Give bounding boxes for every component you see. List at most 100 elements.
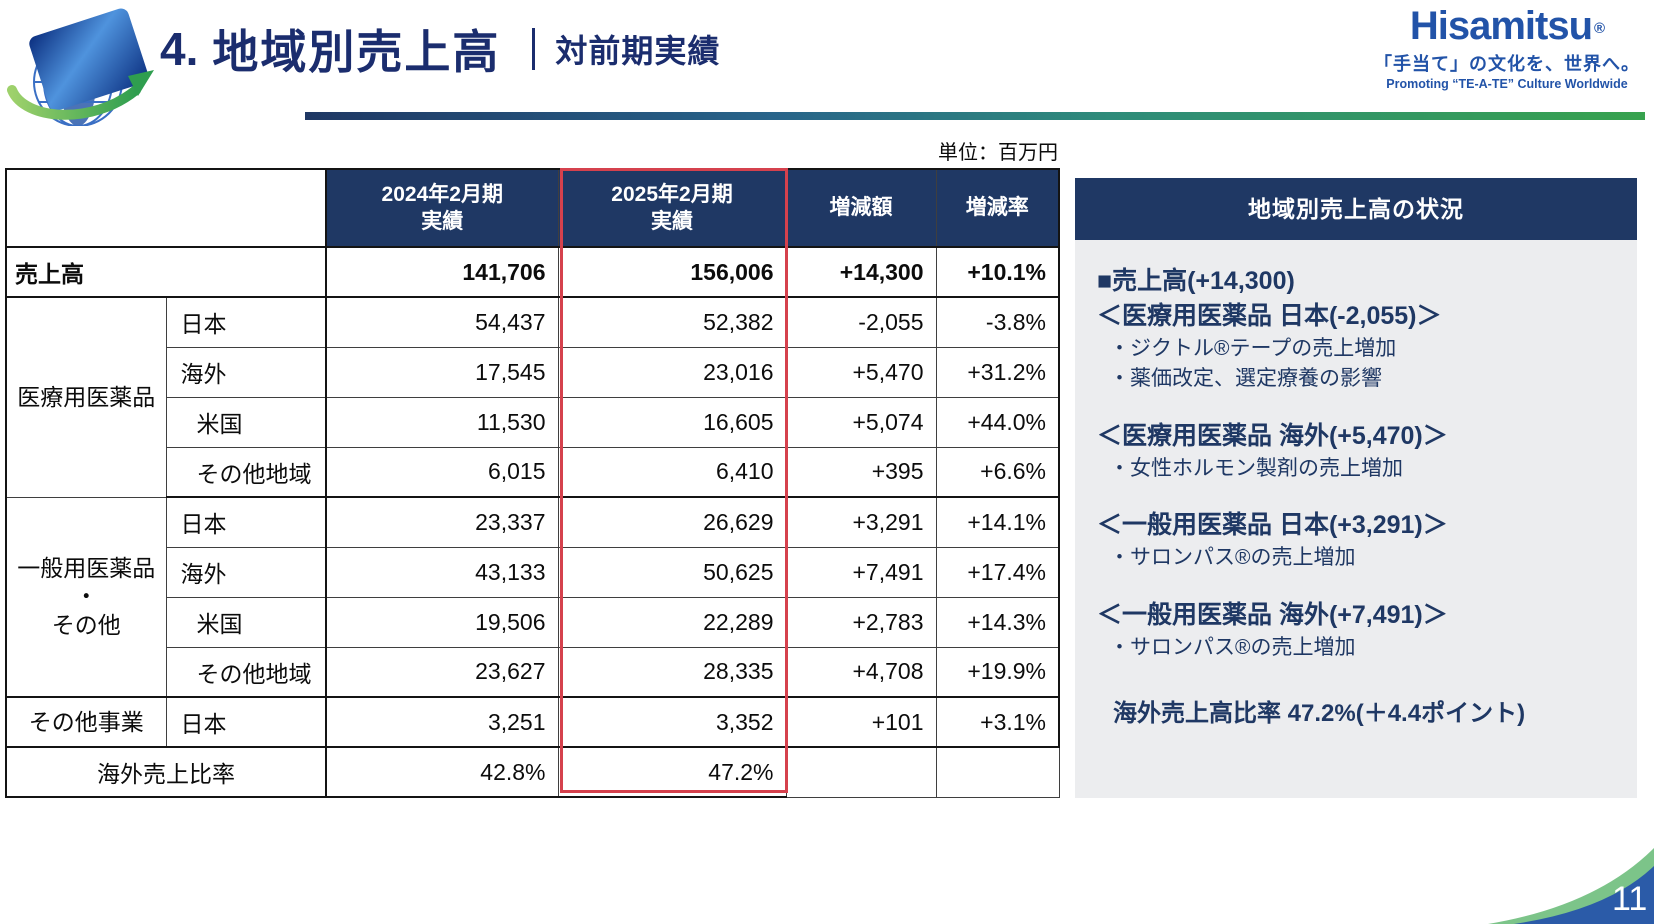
- region-label: 日本: [165, 296, 327, 348]
- cell-rate: -3.8%: [935, 296, 1060, 348]
- overseas-ratio-row: 海外売上比率 42.8% 47.2%: [5, 746, 1060, 798]
- cell-v2024: 54,437: [325, 296, 559, 348]
- cell-v2025: 52,382: [557, 296, 787, 348]
- registered-mark: ®: [1594, 20, 1605, 37]
- summary-panel-body: ■売上高(+14,300) ＜医療用医薬品 日本(-2,055)＞ ・ジクトル®…: [1075, 240, 1637, 798]
- group-label-otc-line3: その他: [51, 612, 121, 639]
- cell-v2024: 17,545: [325, 346, 559, 398]
- cell-rate: +6.6%: [935, 446, 1060, 498]
- overseas-ratio-note: 海外売上高比率 47.2%(＋4.4ポイント): [1113, 700, 1526, 728]
- region-label: 海外: [165, 346, 327, 398]
- empty-cell: [935, 746, 1060, 798]
- summary-heading: ■売上高(+14,300): [1097, 267, 1295, 295]
- col-header-fy2025-line1: 2025年2月期: [611, 182, 733, 206]
- cell-rate: +14.3%: [935, 596, 1060, 648]
- cell-v2024: 19,506: [325, 596, 559, 648]
- cell-v2025: 23,016: [557, 346, 787, 398]
- cell-rate: +14.1%: [935, 496, 1060, 548]
- page-corner-decoration: 11: [1488, 848, 1654, 924]
- regional-sales-table: 2024年2月期 実績 2025年2月期 実績 増減額 増減率 売上高 141,…: [5, 168, 1060, 798]
- cell-diff: +101: [785, 696, 937, 748]
- slide-title-number: 4.: [160, 23, 199, 75]
- cell-rate: +31.2%: [935, 346, 1060, 398]
- cell-v2025: 22,289: [557, 596, 787, 648]
- cell-diff: -2,055: [785, 296, 937, 348]
- corner-cell: [5, 168, 327, 248]
- region-label: 米国: [165, 396, 327, 448]
- brand-tagline-en: Promoting “TE-A-TE” Culture Worldwide: [1386, 77, 1628, 91]
- cell-v2025: 50,625: [557, 546, 787, 598]
- cell-rate: +3.1%: [935, 696, 1060, 748]
- col-header-fy2024-line2: 実績: [421, 210, 464, 233]
- company-globe-logo: [7, 8, 154, 126]
- region-label: 米国: [165, 596, 327, 648]
- col-header-fy2025-line2: 実績: [651, 210, 693, 233]
- summary-heading: ＜一般用医薬品 日本(+3,291)＞: [1097, 511, 1448, 540]
- cell-diff: +4,708: [785, 646, 937, 698]
- group-label-rx: 医療用医薬品: [5, 296, 167, 498]
- table-row: 海外 43,133 50,625 +7,491 +17.4%: [6, 546, 1060, 598]
- region-label: 海外: [165, 546, 327, 598]
- col-header-fy2025: 2025年2月期 実績: [557, 168, 787, 248]
- total-v2025: 156,006: [557, 246, 787, 298]
- total-label: 売上高: [5, 246, 327, 298]
- group-label-otc-line1: 一般用医薬品: [17, 554, 156, 581]
- ratio-v2025: 47.2%: [557, 746, 787, 798]
- ratio-v2024: 42.8%: [325, 746, 559, 798]
- table-row: その他地域 6,015 6,410 +395 +6.6%: [6, 446, 1060, 498]
- table-row: 米国 19,506 22,289 +2,783 +14.3%: [6, 596, 1060, 648]
- brand-tagline-jp: 「手当て」の文化を、世界へ。: [1374, 54, 1640, 74]
- col-header-fy2024-line1: 2024年2月期: [381, 182, 503, 206]
- cell-v2025: 6,410: [557, 446, 787, 498]
- region-label: その他地域: [165, 446, 327, 498]
- col-header-diff: 増減額: [785, 168, 937, 248]
- table-row: 医療用医薬品 日本 54,437 52,382 -2,055 -3.8%: [5, 296, 1060, 498]
- group-label-otc-line2: ・: [74, 583, 98, 610]
- summary-bullet: ・薬価改定、選定療養の影響: [1109, 367, 1382, 391]
- cell-diff: +3,291: [785, 496, 937, 548]
- hisamitsu-logo: Hisamitsu ® 「手当て」の文化を、世界へ。 Promoting “TE-…: [1374, 6, 1640, 91]
- summary-bullet: ・サロンパス®の売上増加: [1109, 546, 1356, 570]
- cell-v2024: 43,133: [325, 546, 559, 598]
- col-header-fy2024: 2024年2月期 実績: [325, 168, 559, 248]
- corner-blue-fill: [1514, 866, 1654, 924]
- patch-icon: [29, 8, 149, 111]
- table-header-row: 2024年2月期 実績 2025年2月期 実績 増減額 増減率: [5, 168, 1060, 248]
- cell-v2024: 23,627: [325, 646, 559, 698]
- cell-diff: +5,074: [785, 396, 937, 448]
- table-row: 海外 17,545 23,016 +5,470 +31.2%: [6, 346, 1060, 398]
- cell-v2025: 28,335: [557, 646, 787, 698]
- summary-heading: ＜医療用医薬品 日本(-2,055)＞: [1097, 302, 1442, 330]
- slide-title-block: 4. 地域別売上高 対前期実績: [160, 16, 720, 82]
- group-label-otc: 一般用医薬品 ・ その他: [5, 496, 167, 698]
- page-number: 11: [1612, 880, 1647, 918]
- summary-panel-title: 地域別売上高の状況: [1075, 178, 1637, 240]
- region-label: 日本: [165, 696, 327, 748]
- cell-diff: +5,470: [785, 346, 937, 398]
- cell-v2025: 16,605: [557, 396, 787, 448]
- brand-wordmark: Hisamitsu ®: [1374, 6, 1640, 46]
- col-header-rate: 増減率: [935, 168, 1060, 248]
- cell-rate: +44.0%: [935, 396, 1060, 448]
- cell-rate: +19.9%: [935, 646, 1060, 698]
- swoosh-arrow-icon: [7, 70, 154, 120]
- cell-rate: +17.4%: [935, 546, 1060, 598]
- cell-v2024: 6,015: [325, 446, 559, 498]
- table-row: その他事業 日本 3,251 3,352 +101 +3.1%: [5, 696, 1060, 748]
- table-row: その他地域 23,627 28,335 +4,708 +19.9%: [6, 646, 1060, 698]
- table-row: 米国 11,530 16,605 +5,074 +44.0%: [6, 396, 1060, 448]
- slide-subtitle: 対前期実績: [555, 33, 721, 69]
- empty-cell: [785, 746, 937, 798]
- ratio-label: 海外売上比率: [5, 746, 327, 798]
- group-label-other: その他事業: [5, 696, 167, 748]
- summary-bullet: ・ジクトル®テープの売上増加: [1109, 337, 1397, 360]
- cell-v2024: 3,251: [325, 696, 559, 748]
- summary-panel: 地域別売上高の状況 ■売上高(+14,300) ＜医療用医薬品 日本(-2,05…: [1075, 178, 1637, 798]
- total-rate: +10.1%: [935, 246, 1060, 298]
- total-sales-row: 売上高 141,706 156,006 +14,300 +10.1%: [5, 246, 1060, 298]
- summary-heading: ＜一般用医薬品 海外(+7,491)＞: [1097, 600, 1448, 629]
- table-row: 一般用医薬品 ・ その他 日本 23,337 26,629 +3,291 +14…: [5, 496, 1060, 698]
- cell-v2024: 23,337: [325, 496, 559, 548]
- summary-heading: ＜医療用医薬品 海外(+5,470)＞: [1097, 421, 1448, 450]
